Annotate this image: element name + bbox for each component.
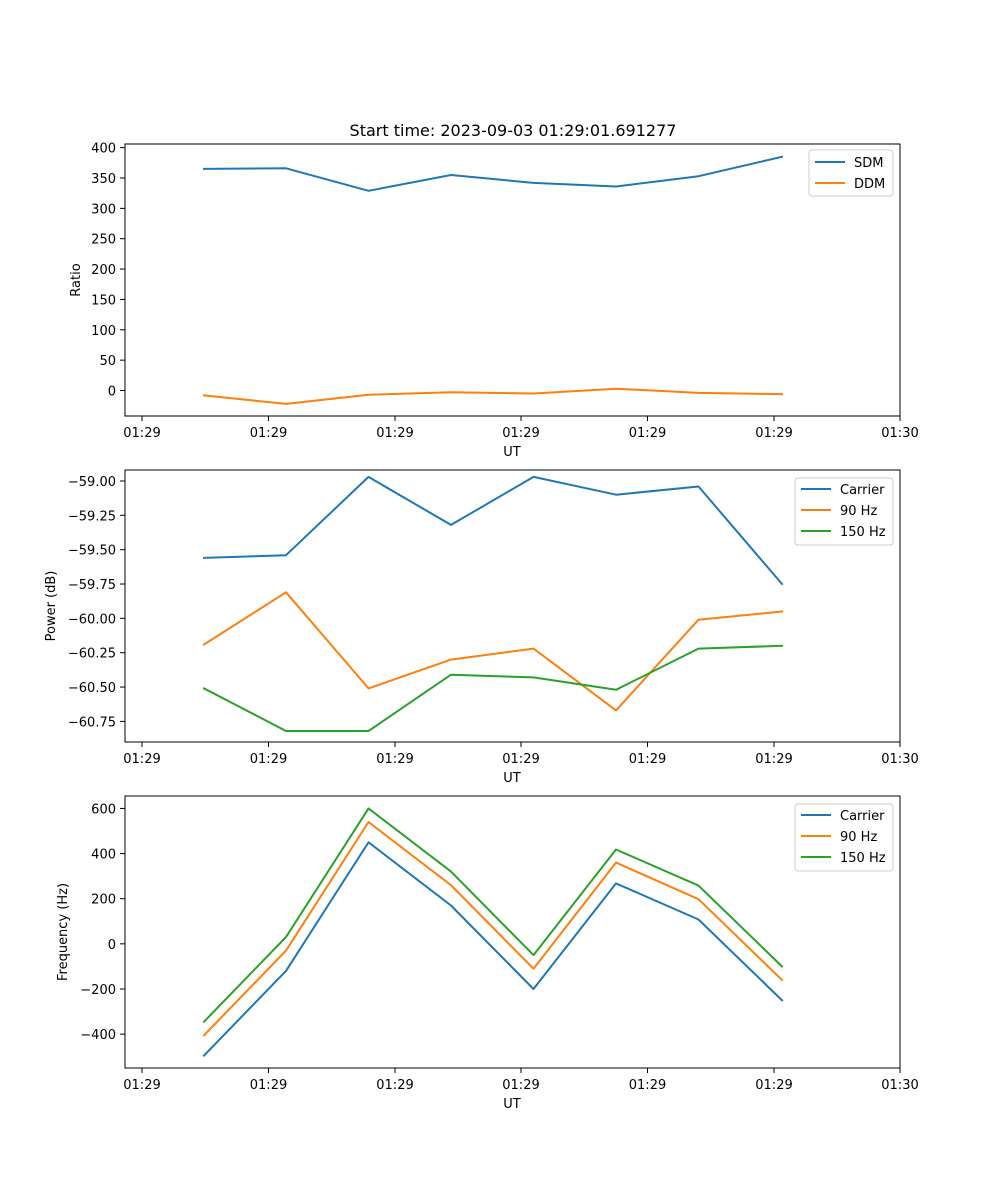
power-x-tick-label: 01:29 — [629, 752, 666, 767]
frequency-legend-label-90hz: 90 Hz — [840, 830, 877, 845]
frequency-y-tick-label: −400 — [80, 1028, 116, 1043]
power-series-line-carrier — [202, 475, 784, 586]
ratio-x-tick-label: 01:29 — [250, 426, 287, 441]
ratio-y-ticks: 0 50 100 150 200 250 300 350 400 — [91, 142, 125, 400]
power-legend-label-150hz: 150 Hz — [840, 525, 886, 540]
power-plot-frame — [124, 469, 901, 743]
power-x-tick-label: 01:29 — [250, 752, 287, 767]
frequency-y-ticks: −400 −200 0 200 400 600 — [80, 802, 125, 1043]
power-y-tick-label: −60.00 — [68, 612, 116, 627]
ratio-x-tick-label: 01:30 — [881, 426, 918, 441]
power-x-tick-label: 01:30 — [881, 752, 918, 767]
ratio-x-tick-label: 01:29 — [755, 426, 792, 441]
power-legend-label-90hz: 90 Hz — [840, 504, 877, 519]
ratio-y-tick-label: 400 — [91, 142, 116, 157]
ratio-series — [202, 155, 784, 405]
power-y-tick-label: −60.25 — [68, 647, 116, 662]
frequency-y-tick-label: 600 — [91, 802, 116, 817]
ratio-legend: SDM DDM — [808, 149, 894, 197]
frequency-y-tick-label: 0 — [108, 938, 116, 953]
frequency-series-line-carrier — [202, 841, 784, 1058]
ratio-x-tick-label: 01:29 — [376, 426, 413, 441]
frequency-y-axis-label: Frequency (Hz) — [56, 883, 71, 981]
ratio-y-tick-label: 0 — [108, 385, 116, 400]
power-legend: Carrier 90 Hz 150 Hz — [794, 477, 894, 546]
power-x-tick-label: 01:29 — [502, 752, 539, 767]
ratio-series-line-sdm — [202, 155, 784, 192]
ratio-y-tick-label: 200 — [91, 263, 116, 278]
power-x-tick-label: 01:29 — [376, 752, 413, 767]
ratio-plot-frame — [124, 143, 901, 417]
power-legend-box — [794, 477, 894, 546]
frequency-x-tick-label: 01:29 — [376, 1078, 413, 1093]
frequency-x-tick-label: 01:29 — [755, 1078, 792, 1093]
ratio-y-tick-label: 100 — [91, 324, 116, 339]
ratio-x-ticks: 01:29 01:29 01:29 01:29 01:29 01:29 01:30 — [123, 416, 919, 441]
power-y-tick-label: −59.50 — [68, 544, 116, 559]
ratio-panel: Start time: 2023-09-03 01:29:01.691277 0… — [69, 121, 919, 460]
power-x-ticks: 01:29 01:29 01:29 01:29 01:29 01:29 01:30 — [123, 742, 919, 767]
power-x-tick-label: 01:29 — [755, 752, 792, 767]
power-y-tick-label: −59.00 — [68, 475, 116, 490]
frequency-y-tick-label: 400 — [91, 848, 116, 863]
power-y-tick-label: −60.50 — [68, 681, 116, 696]
frequency-x-tick-label: 01:29 — [123, 1078, 160, 1093]
ratio-x-tick-label: 01:29 — [629, 426, 666, 441]
power-series-line-90hz — [202, 591, 784, 712]
ratio-y-tick-label: 350 — [91, 172, 116, 187]
power-panel: −60.75 −60.50 −60.25 −60.00 −59.75 −59.50 −59.… — [44, 469, 919, 786]
frequency-y-tick-label: 200 — [91, 893, 116, 908]
frequency-series-line-90hz — [202, 821, 784, 1037]
frequency-series-line-150hz — [202, 807, 784, 1024]
ratio-y-tick-label: 300 — [91, 202, 116, 217]
power-y-tick-label: −59.75 — [68, 578, 116, 593]
ratio-series-line-ddm — [202, 387, 784, 405]
power-legend-label-carrier: Carrier — [840, 483, 885, 498]
power-y-axis-label: Power (dB) — [44, 571, 59, 642]
frequency-legend-box — [794, 803, 894, 872]
frequency-y-tick-label: −200 — [80, 983, 116, 998]
ratio-y-axis-label: Ratio — [69, 263, 84, 296]
ratio-x-tick-label: 01:29 — [123, 426, 160, 441]
ratio-y-tick-label: 250 — [91, 233, 116, 248]
ratio-legend-label-sdm: SDM — [854, 156, 883, 171]
ratio-legend-label-ddm: DDM — [854, 177, 885, 192]
frequency-x-tick-label: 01:29 — [502, 1078, 539, 1093]
power-y-tick-label: −60.75 — [68, 715, 116, 730]
power-series-line-150hz — [202, 644, 784, 732]
frequency-legend: Carrier 90 Hz 150 Hz — [794, 803, 894, 872]
frequency-x-tick-label: 01:29 — [250, 1078, 287, 1093]
ratio-x-axis-label: UT — [503, 445, 521, 460]
power-series — [202, 475, 784, 732]
frequency-x-tick-label: 01:29 — [629, 1078, 666, 1093]
ratio-x-tick-label: 01:29 — [502, 426, 539, 441]
power-y-ticks: −60.75 −60.50 −60.25 −60.00 −59.75 −59.50 −59.… — [68, 475, 125, 730]
ratio-y-tick-label: 50 — [99, 354, 116, 369]
chart-title: Start time: 2023-09-03 01:29:01.691277 — [350, 121, 677, 140]
ratio-y-tick-label: 150 — [91, 293, 116, 308]
frequency-series — [202, 807, 784, 1058]
power-y-tick-label: −59.25 — [68, 509, 116, 524]
frequency-x-ticks: 01:29 01:29 01:29 01:29 01:29 01:29 01:30 — [123, 1068, 919, 1093]
frequency-x-axis-label: UT — [503, 1097, 521, 1112]
frequency-plot-frame — [124, 795, 901, 1069]
frequency-legend-label-150hz: 150 Hz — [840, 851, 886, 866]
frequency-x-tick-label: 01:30 — [881, 1078, 918, 1093]
frequency-legend-label-carrier: Carrier — [840, 809, 885, 824]
power-x-tick-label: 01:29 — [123, 752, 160, 767]
power-x-axis-label: UT — [503, 771, 521, 786]
